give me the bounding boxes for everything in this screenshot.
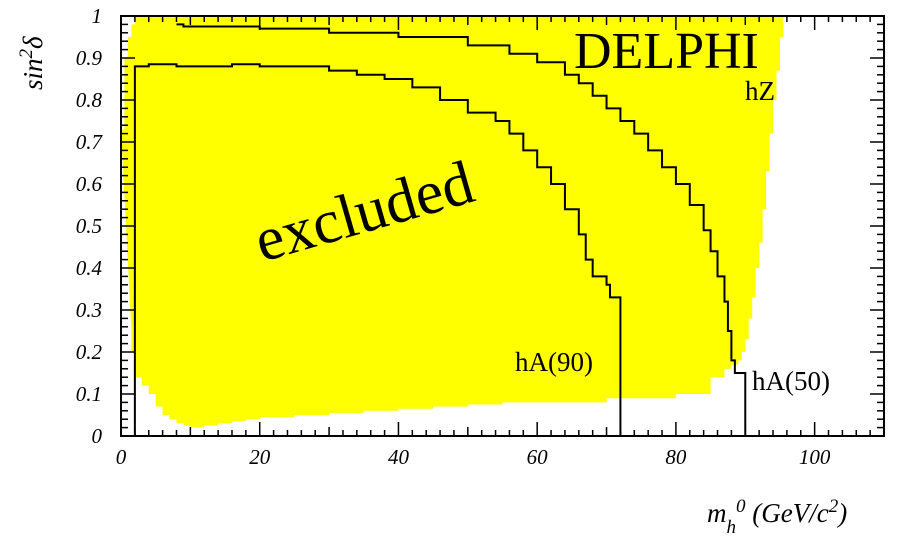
- y-tick-label: 0.3: [76, 298, 102, 322]
- x-axis-title: mh0 (GeV/c2): [707, 496, 847, 538]
- excluded-area-fill: [121, 16, 871, 428]
- series-line-ha90: [133, 63, 622, 436]
- x-tick-label: 20: [249, 445, 271, 469]
- y-tick-label: 0.4: [76, 256, 103, 280]
- chart-title: DELPHI: [574, 23, 759, 80]
- y-tick-label: 0.1: [76, 382, 102, 406]
- y-tick-label: 0.9: [76, 46, 103, 70]
- y-tick-label: 0.7: [76, 130, 104, 154]
- x-tick-label: 60: [527, 445, 549, 469]
- x-tick-label: 100: [799, 445, 831, 469]
- y-tick-label: 0.8: [76, 88, 103, 112]
- series-line-ha50: [176, 23, 747, 436]
- y-tick-label: 0: [92, 424, 103, 448]
- axis-ticks: [120, 15, 885, 437]
- y-tick-label: 0.5: [76, 214, 102, 238]
- series-label-ha90: hA(90): [515, 347, 593, 377]
- x-tick-label: 0: [116, 445, 127, 469]
- series-lines: [133, 23, 747, 436]
- y-tick-label: 0.6: [76, 172, 103, 196]
- excluded-region: [121, 16, 871, 428]
- channel-label: hZ: [745, 76, 775, 106]
- x-tick-label: 80: [665, 445, 687, 469]
- y-tick-label: 1: [92, 4, 103, 28]
- tick-labels: 0 20 40 60 80 100 0 0.1 0.2 0.3 0.4 0.5 0.6 0.7 0.8 0.9…: [76, 4, 831, 469]
- x-tick-label: 40: [388, 445, 410, 469]
- y-axis-title: sin2δ: [16, 36, 49, 90]
- y-tick-label: 0.2: [76, 340, 103, 364]
- series-label-ha50: hA(50): [752, 366, 830, 396]
